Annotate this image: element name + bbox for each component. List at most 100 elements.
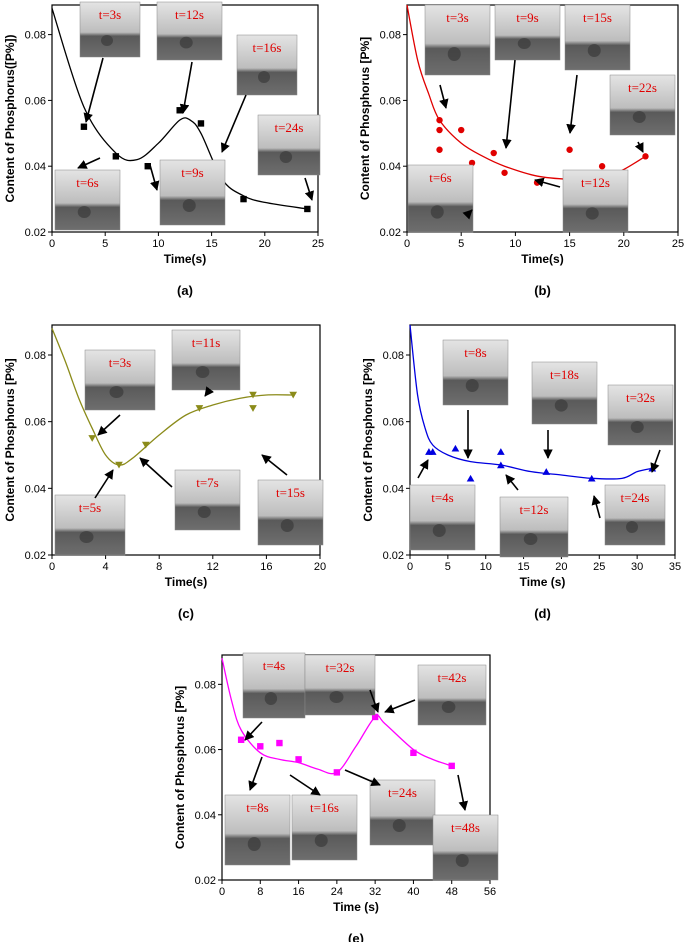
inset-bubble <box>179 36 193 49</box>
arrow <box>220 94 247 153</box>
x-tick-label: 56 <box>484 886 496 898</box>
y-axis-label: Content of Phosphorus [P%] <box>358 37 372 200</box>
arrow <box>650 449 661 473</box>
data-point <box>490 149 497 157</box>
data-point <box>468 159 476 167</box>
inset-label: t=6s <box>76 175 99 190</box>
arrow <box>534 177 561 188</box>
inset-label: t=16s <box>252 40 281 55</box>
y-tick-label: 0.02 <box>25 550 46 562</box>
inset-image <box>242 652 306 719</box>
arrow <box>457 774 469 811</box>
y-tick-label: 0.08 <box>25 350 46 362</box>
panel-caption: (d) <box>534 606 551 621</box>
inset-bubble <box>465 379 479 392</box>
arrow <box>439 84 449 109</box>
x-tick-label: 15 <box>517 561 529 573</box>
inset-label: t=8s <box>246 800 269 815</box>
data-point <box>466 474 475 482</box>
inset-image <box>417 664 487 726</box>
data-point <box>240 195 247 203</box>
inset-image <box>174 469 241 531</box>
y-tick-label: 0.02 <box>195 875 216 887</box>
inset-bubble <box>264 692 278 705</box>
inset-bubble <box>195 366 210 378</box>
inset-label: t=6s <box>429 170 452 185</box>
inset-label: t=4s <box>263 658 286 673</box>
x-axis-label: Time (s) <box>333 900 379 914</box>
inset-bubble <box>554 399 568 412</box>
data-point <box>144 163 151 170</box>
x-tick-label: 0 <box>49 238 55 250</box>
data-point <box>197 120 205 127</box>
chart-panel: 0 4 8 12 16 20 0.02 0.04 0.06 0.08 Time(s) Content … <box>3 324 326 621</box>
x-tick-label: 5 <box>458 238 464 250</box>
x-tick-label: 32 <box>369 886 381 898</box>
x-tick-label: 20 <box>259 238 271 250</box>
y-axis-label: Content of Phosphorus([P%]) <box>3 35 17 203</box>
inset-image <box>432 814 499 881</box>
panel-caption: (b) <box>534 283 551 298</box>
inset-bubble <box>280 519 294 532</box>
inset-bubble <box>517 38 531 49</box>
inset-label: t=32s <box>325 660 354 675</box>
inset-image <box>159 159 226 226</box>
inset-label: t=3s <box>109 355 132 370</box>
data-point <box>598 163 606 170</box>
data-point <box>112 153 120 160</box>
panel-caption: (a) <box>177 283 193 298</box>
data-point <box>497 448 505 455</box>
data-point <box>80 123 88 130</box>
panel-caption: (c) <box>178 606 194 621</box>
data-point <box>566 146 573 153</box>
data-point <box>436 126 443 134</box>
inset-bubble <box>430 205 444 219</box>
inset-image <box>54 494 126 556</box>
data-point <box>410 749 417 757</box>
inset-bubble <box>632 111 646 123</box>
data-point <box>451 444 460 452</box>
y-tick-label: 0.06 <box>383 417 404 429</box>
x-tick-label: 0 <box>404 238 410 250</box>
inset-bubble <box>585 207 599 220</box>
inset-bubble <box>77 206 91 218</box>
inset-image <box>156 1 223 61</box>
inset-image <box>562 169 629 233</box>
x-tick-label: 0 <box>219 886 225 898</box>
x-tick-label: 35 <box>669 561 681 573</box>
data-point <box>295 756 302 763</box>
arrow <box>304 177 314 201</box>
inset-image <box>494 4 561 61</box>
inset-label: t=9s <box>181 165 204 180</box>
y-tick-label: 0.04 <box>25 161 46 173</box>
arrow <box>94 469 114 499</box>
inset-bubble <box>197 506 211 518</box>
arrow <box>139 457 173 488</box>
x-tick-label: 10 <box>509 238 521 250</box>
inset-label: t=24s <box>274 120 303 135</box>
chart-panel: 0 5 10 15 20 25 0.02 0.04 0.06 0.08 Time(s) Content… <box>358 4 684 298</box>
x-tick-label: 15 <box>563 238 575 250</box>
inset-label: t=12s <box>175 7 204 22</box>
inset-image <box>236 34 298 96</box>
x-tick-label: 8 <box>156 561 162 573</box>
inset-bubble <box>432 524 446 537</box>
inset-image <box>424 4 491 76</box>
inset-label: t=32s <box>626 390 655 405</box>
arrow <box>204 386 215 397</box>
y-axis-label: Content of Phosphorus [P%] <box>361 358 375 521</box>
inset-label: t=9s <box>516 10 539 25</box>
x-tick-label: 20 <box>555 561 567 573</box>
inset-label: t=16s <box>310 800 339 815</box>
data-point <box>249 405 257 412</box>
data-point <box>501 169 508 176</box>
inset-label: t=22s <box>628 80 657 95</box>
inset-image <box>291 794 358 861</box>
x-tick-label: 10 <box>152 238 164 250</box>
x-tick-label: 20 <box>618 238 630 250</box>
arrow <box>384 699 416 714</box>
inset-label: t=18s <box>550 367 579 382</box>
y-tick-label: 0.06 <box>25 417 46 429</box>
inset-image <box>607 384 674 446</box>
